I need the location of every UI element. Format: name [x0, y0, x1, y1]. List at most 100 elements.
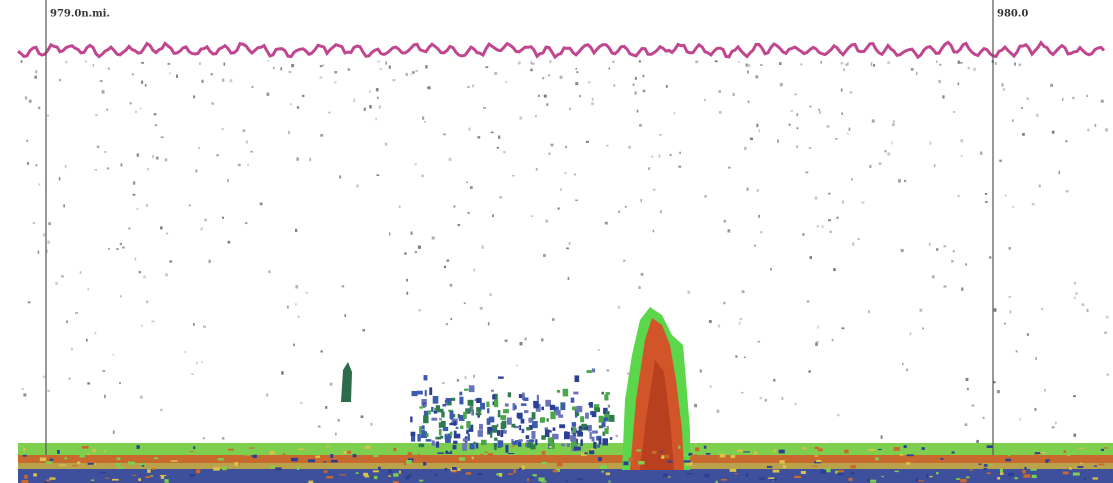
- seabed-speck: [1000, 469, 1003, 472]
- noise-dot: [379, 68, 381, 70]
- seabed-speck: [472, 457, 474, 460]
- seabed-speck: [916, 478, 918, 482]
- seabed-speck: [1015, 477, 1018, 479]
- seabed-speck: [1023, 474, 1030, 477]
- noise-dot: [972, 405, 975, 407]
- seabed-speck: [979, 464, 982, 465]
- seabed-speck: [213, 467, 220, 470]
- seabed-speck: [388, 469, 392, 473]
- noise-dot: [815, 343, 818, 346]
- noise-dot: [765, 399, 767, 402]
- seabed-speck: [904, 445, 907, 448]
- seabed-speck: [419, 480, 423, 482]
- echo-clump: [423, 415, 428, 423]
- noise-dot: [86, 339, 88, 342]
- noise-dot: [228, 241, 231, 244]
- noise-dot: [444, 266, 446, 268]
- noise-dot: [152, 155, 154, 158]
- noise-dot: [119, 382, 121, 384]
- seabed-speck: [989, 463, 992, 465]
- echo-clump: [526, 435, 530, 439]
- echo-clump: [502, 421, 507, 429]
- echo-clump: [419, 426, 422, 433]
- echo-clump: [473, 442, 475, 444]
- seabed-speck: [327, 446, 330, 447]
- noise-dot: [575, 82, 578, 85]
- noise-dot: [106, 109, 108, 111]
- noise-dot: [565, 146, 567, 148]
- noise-dot: [816, 341, 819, 343]
- seabed-speck: [59, 465, 66, 467]
- noise-dot: [1074, 282, 1076, 284]
- noise-dot: [901, 249, 904, 252]
- seabed-speck: [602, 471, 604, 473]
- seabed-speck: [850, 465, 856, 468]
- seabed-speck: [1084, 478, 1086, 480]
- echo-clump: [468, 400, 474, 406]
- noise-dot: [560, 76, 563, 79]
- noise-dot: [458, 224, 461, 226]
- seabed-speck: [365, 475, 370, 477]
- seabed-speck: [154, 457, 158, 459]
- noise-dot: [651, 156, 653, 158]
- noise-dot: [1009, 296, 1012, 298]
- noise-dot: [1032, 203, 1035, 205]
- noise-dot: [548, 75, 550, 77]
- noise-dot: [929, 243, 931, 246]
- echo-clump: [589, 402, 593, 408]
- echo-clump: [592, 437, 595, 442]
- noise-dot: [385, 61, 387, 64]
- noise-dot: [27, 162, 29, 165]
- echo-clump: [505, 445, 508, 453]
- echo-clump: [588, 425, 591, 431]
- noise-dot: [165, 158, 167, 161]
- noise-dot: [574, 174, 576, 176]
- seabed-speck: [1098, 464, 1105, 466]
- noise-dot: [704, 195, 706, 197]
- seabed-speck: [161, 476, 164, 479]
- noise-dot: [916, 72, 918, 75]
- seabed-speck: [787, 449, 791, 452]
- noise-dot: [1014, 62, 1016, 65]
- echo-clump: [602, 392, 604, 395]
- seabed-speck: [922, 447, 925, 450]
- seabed-speck: [779, 460, 784, 464]
- echo-clump: [494, 400, 496, 407]
- noise-dot: [291, 64, 294, 67]
- noise-dot: [989, 256, 992, 259]
- seabed-speck: [222, 467, 227, 470]
- seabed-speck: [140, 463, 146, 465]
- seabed-speck: [952, 452, 955, 454]
- echo-clump: [411, 432, 416, 436]
- noise-dot: [902, 363, 904, 365]
- noise-dot: [842, 200, 844, 203]
- seabed-speck: [499, 473, 502, 477]
- seabed-layer: [18, 443, 1113, 483]
- noise-dot: [565, 172, 567, 174]
- noise-dot: [1041, 308, 1043, 310]
- seabed-speck: [115, 463, 120, 466]
- noise-dot: [640, 199, 642, 202]
- seabed-speck: [542, 451, 546, 455]
- seabed-speck: [275, 467, 281, 470]
- noise-dot: [1086, 95, 1088, 97]
- noise-dot: [490, 293, 492, 296]
- seabed-speck: [1077, 466, 1083, 468]
- noise-dot: [122, 247, 125, 249]
- noise-dot: [598, 349, 600, 351]
- noise-dot: [47, 241, 50, 244]
- seabed-speck: [772, 458, 774, 462]
- seabed-speck: [365, 446, 371, 449]
- noise-dot: [411, 232, 413, 235]
- seabed-speck: [512, 446, 516, 447]
- seabed-speck: [600, 465, 607, 469]
- noise-dot: [295, 285, 298, 288]
- seabed-speck: [838, 470, 844, 472]
- noise-dot: [348, 68, 350, 70]
- noise-dot: [47, 115, 49, 117]
- noise-dot: [605, 222, 608, 225]
- echo-clump: [564, 432, 570, 439]
- seabed-speck: [481, 454, 483, 457]
- noise-dot: [97, 146, 100, 148]
- noise-dot: [95, 169, 98, 171]
